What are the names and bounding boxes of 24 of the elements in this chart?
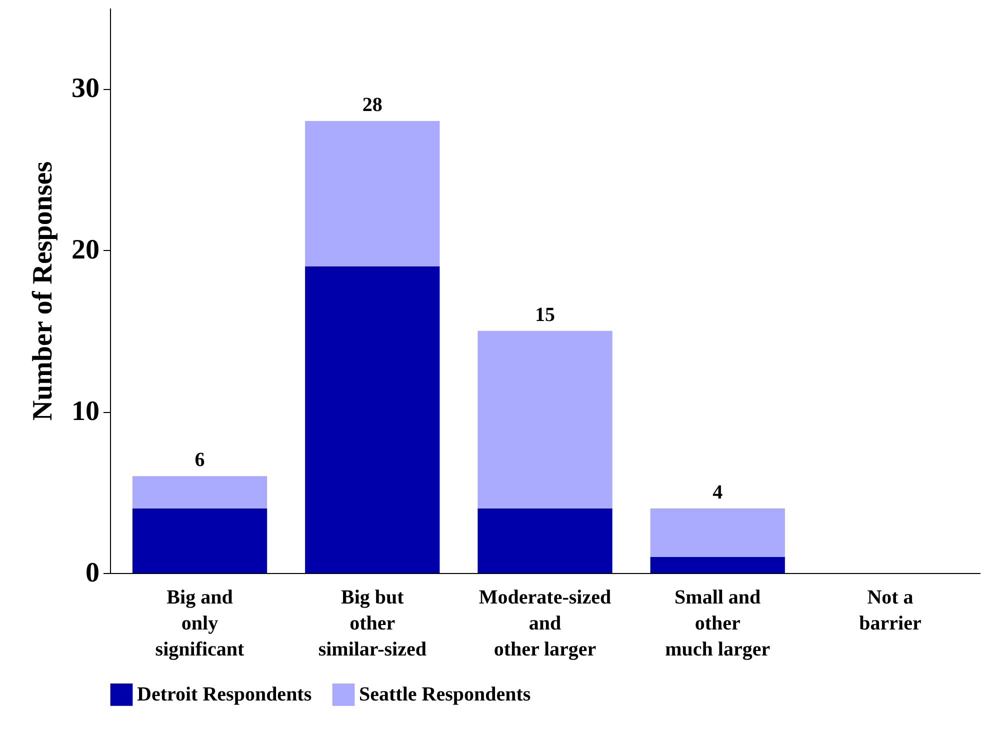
- y-tick-label: 30: [72, 73, 100, 104]
- y-tick-label: 20: [72, 234, 100, 266]
- x-tick-label: Small and other much larger: [665, 586, 770, 660]
- bar: [132, 508, 268, 573]
- y-tick-label: 0: [86, 558, 100, 588]
- total-label: 6: [194, 449, 205, 472]
- legend-label: Seattle Respondents: [359, 684, 531, 706]
- total-label: 15: [535, 304, 555, 326]
- y-axis-title: Number of Responses: [28, 161, 58, 421]
- x-tick-label: Big but other similar-sized: [318, 586, 426, 660]
- bar: [478, 330, 612, 508]
- bar: [132, 476, 268, 508]
- y-tick-label: 10: [72, 396, 100, 428]
- x-tick-label: Moderate-sized and other larger: [478, 586, 612, 660]
- x-tick-label: Big and only significant: [155, 586, 245, 660]
- bar: [478, 508, 612, 573]
- bar: [650, 556, 785, 573]
- total-label: 28: [362, 94, 382, 116]
- bar: [305, 121, 440, 266]
- bar: [305, 266, 440, 573]
- x-tick-label: Not a barrier: [859, 586, 922, 634]
- legend-label: Detroit Respondents: [137, 684, 312, 706]
- total-label: 4: [712, 481, 723, 504]
- bar: [650, 508, 785, 557]
